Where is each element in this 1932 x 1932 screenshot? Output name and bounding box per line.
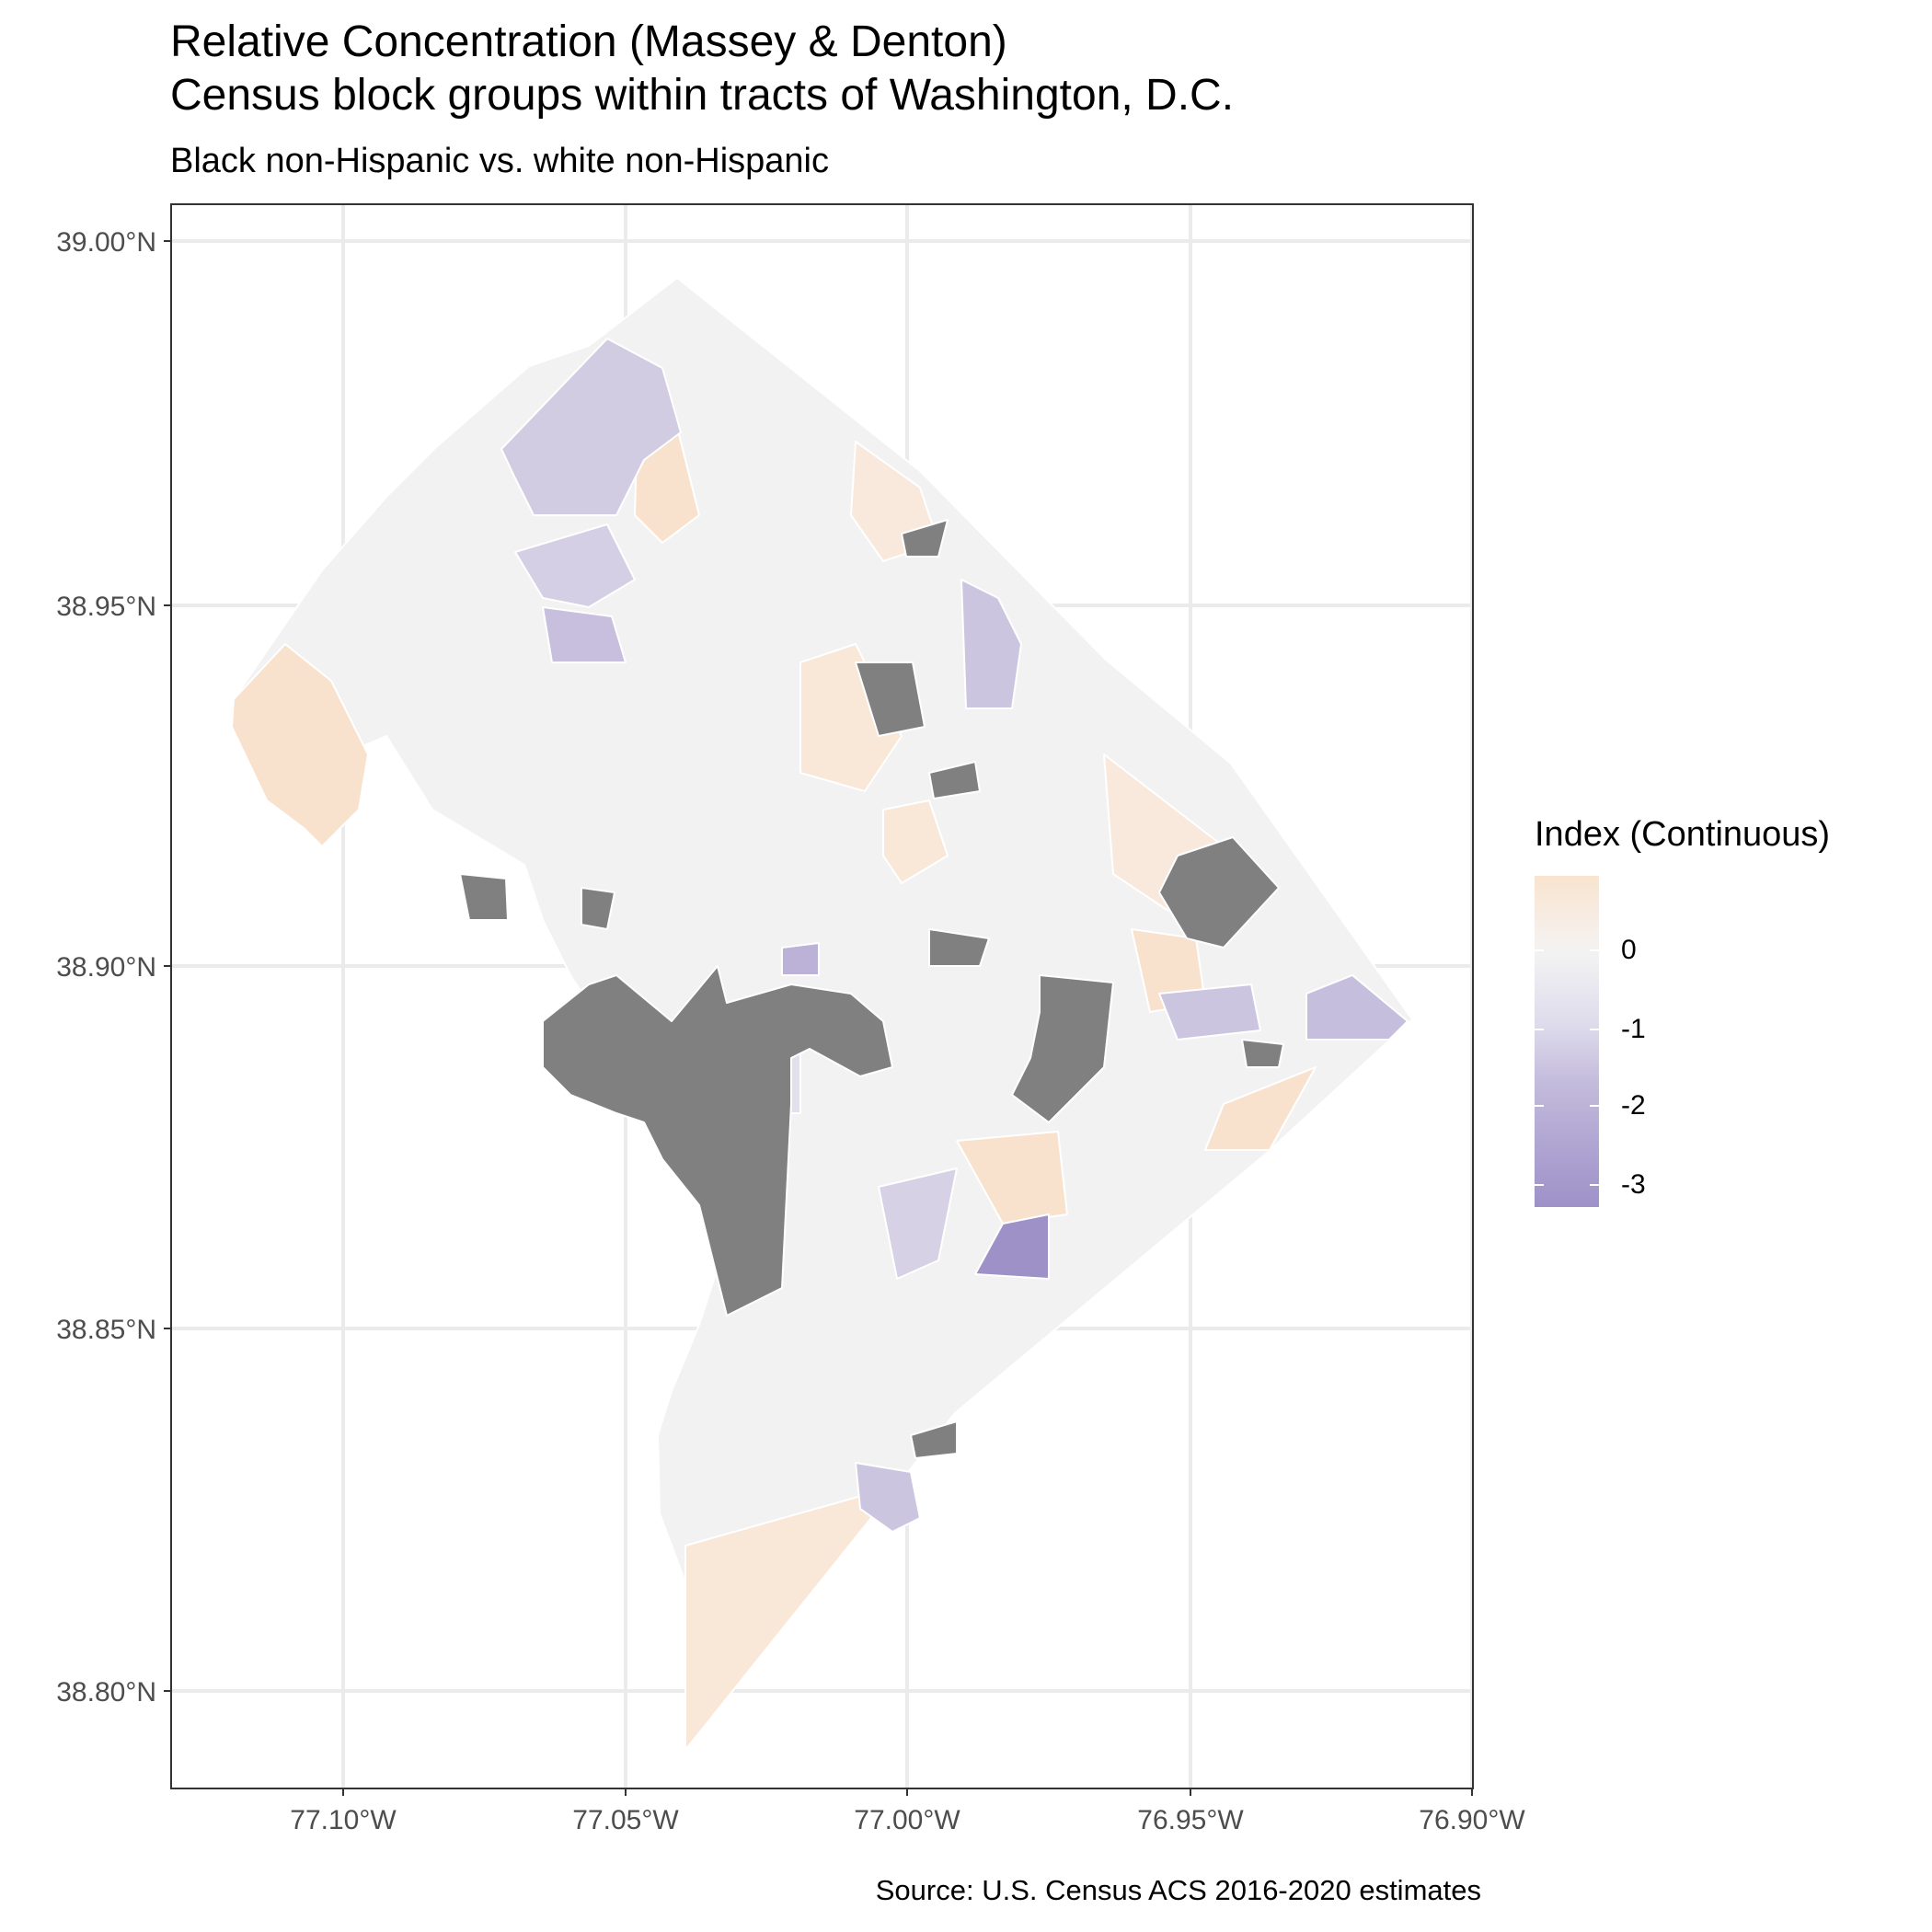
x-axis-labels: 77.10°W 77.05°W 77.00°W 76.95°W 76.90°W	[290, 1805, 1525, 1835]
axis-ticks	[164, 240, 1473, 1796]
legend-tick-2-left	[1535, 1105, 1544, 1107]
region-se-peach	[956, 1131, 1068, 1225]
legend-title: Index (Continuous)	[1535, 815, 1831, 854]
legend-tick-3-right	[1590, 1184, 1599, 1186]
y-label-38-80: 38.80°N	[56, 1677, 156, 1708]
x-label-77-10: 77.10°W	[290, 1805, 397, 1835]
region-se-dark-lavender	[974, 1213, 1050, 1280]
region-missing-mall	[542, 965, 893, 1317]
legend-tick-0-left	[1535, 949, 1544, 951]
chart-title-line-1: Relative Concentration (Massey & Denton)	[170, 17, 1007, 66]
region-central-peach	[799, 643, 903, 792]
y-label-38-85: 38.85°N	[56, 1315, 156, 1345]
y-axis-labels: 39.00°N 38.95°N 38.90°N 38.85°N 38.80°N	[56, 227, 156, 1708]
y-label-39-00: 39.00°N	[56, 227, 156, 258]
region-missing-north-2	[901, 519, 949, 558]
region-center-dark-lavender	[781, 942, 820, 976]
region-mid-peach	[882, 799, 949, 884]
region-lavender-3	[542, 606, 627, 663]
region-missing-west-2	[581, 887, 615, 930]
y-label-38-95: 38.95°N	[56, 592, 156, 622]
legend-label-minus-1: -1	[1621, 1014, 1646, 1044]
region-missing-east-3	[1241, 1039, 1284, 1068]
region-nw-lavender-2	[514, 523, 636, 608]
region-nw-lavender	[500, 338, 682, 516]
legend-color-bar	[1535, 876, 1599, 1207]
chart-subtitle: Black non-Hispanic vs. white non-Hispani…	[170, 142, 829, 180]
x-label-76-95: 76.95°W	[1137, 1805, 1244, 1835]
legend-label-minus-2: -2	[1621, 1090, 1646, 1121]
region-south-lavender	[855, 1462, 921, 1533]
region-missing-south	[910, 1420, 958, 1459]
region-missing-north-1	[855, 661, 926, 737]
region-ne-lavender	[960, 579, 1022, 709]
panel-border	[170, 203, 1474, 1789]
region-missing-center	[928, 928, 990, 967]
region-far-east-lavender	[1305, 974, 1409, 1041]
region-missing-west-1	[459, 873, 509, 921]
region-missing-ne	[928, 761, 981, 799]
legend-tick-0-right	[1590, 949, 1599, 951]
y-label-38-90: 38.90°N	[56, 952, 156, 983]
legend-tick-1-left	[1535, 1029, 1544, 1030]
region-se-peach-2	[1204, 1066, 1317, 1151]
x-label-76-90: 76.90°W	[1419, 1805, 1525, 1835]
source-caption: Source: U.S. Census ACS 2016-2020 estima…	[875, 1874, 1481, 1906]
x-label-77-00: 77.00°W	[854, 1805, 960, 1835]
chart-title-line-2: Census block groups within tracts of Was…	[170, 71, 1235, 120]
region-missing-east-1	[1011, 974, 1114, 1123]
legend-tick-1-right	[1590, 1029, 1599, 1030]
region-east-lavender	[1158, 983, 1261, 1041]
legend-tick-3-left	[1535, 1184, 1544, 1186]
region-nw-peach	[231, 643, 369, 847]
region-southern-peach	[684, 1485, 898, 1751]
legend-label-minus-3: -3	[1621, 1169, 1646, 1200]
legend-label-0: 0	[1621, 935, 1637, 965]
legend-tick-2-right	[1590, 1105, 1599, 1107]
region-missing-east-2	[1158, 836, 1280, 949]
dc-map	[231, 277, 1413, 1751]
region-se-lavender	[878, 1167, 958, 1280]
x-label-77-05: 77.05°W	[572, 1805, 679, 1835]
